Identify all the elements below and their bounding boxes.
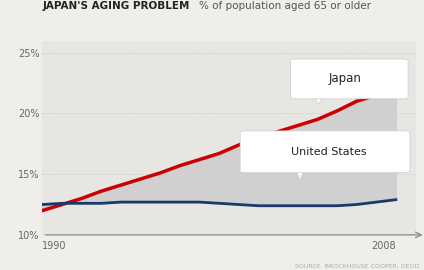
Text: 1990: 1990 [42,241,67,251]
FancyBboxPatch shape [290,59,408,99]
Text: % of population aged 65 or older: % of population aged 65 or older [199,1,371,11]
Polygon shape [296,171,304,180]
Text: JAPAN'S AGING PROBLEM: JAPAN'S AGING PROBLEM [42,1,190,11]
Text: SOURCE  BROCKHOUSE COOPER, OEOD: SOURCE BROCKHOUSE COOPER, OEOD [295,264,420,269]
Polygon shape [315,97,322,105]
Text: Japan: Japan [329,72,362,85]
FancyBboxPatch shape [240,131,410,173]
Text: United States: United States [290,147,366,157]
Text: 2008: 2008 [371,241,396,251]
